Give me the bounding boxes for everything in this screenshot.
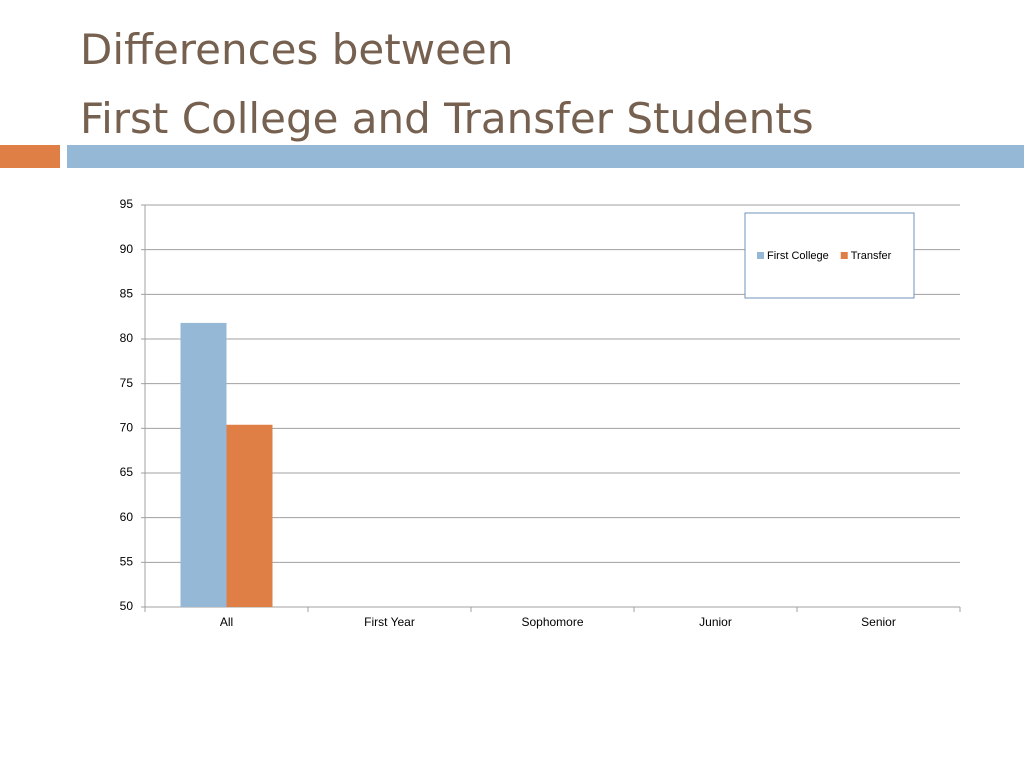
slide-title-line: First College and Transfer Students bbox=[80, 94, 814, 143]
y-tick-label: 70 bbox=[120, 421, 134, 435]
y-tick-label: 90 bbox=[120, 242, 134, 256]
y-tick-label: 85 bbox=[120, 287, 134, 301]
x-tick-label: Senior bbox=[861, 615, 896, 629]
y-tick-label: 95 bbox=[120, 197, 134, 211]
legend-box bbox=[744, 212, 915, 299]
bar bbox=[180, 322, 227, 607]
x-tick-label: Sophomore bbox=[521, 615, 583, 629]
legend-label: Transfer bbox=[851, 250, 892, 262]
y-tick-label: 75 bbox=[120, 376, 134, 390]
legend-label: First College bbox=[767, 250, 829, 262]
bar bbox=[226, 424, 273, 607]
legend-swatch bbox=[840, 252, 848, 259]
legend-swatch bbox=[757, 252, 764, 259]
accent-block bbox=[0, 145, 60, 168]
y-tick-label: 50 bbox=[120, 599, 134, 613]
y-tick-label: 55 bbox=[120, 555, 134, 569]
y-tick-label: 80 bbox=[120, 331, 134, 345]
x-tick-label: All bbox=[220, 615, 233, 629]
x-tick-label: Junior bbox=[699, 615, 732, 629]
y-tick-label: 65 bbox=[120, 465, 134, 479]
slide-title-line: Differences between bbox=[80, 25, 513, 74]
accent-bar bbox=[67, 145, 1024, 168]
y-tick-label: 60 bbox=[120, 510, 134, 524]
x-tick-label: First Year bbox=[364, 615, 415, 629]
